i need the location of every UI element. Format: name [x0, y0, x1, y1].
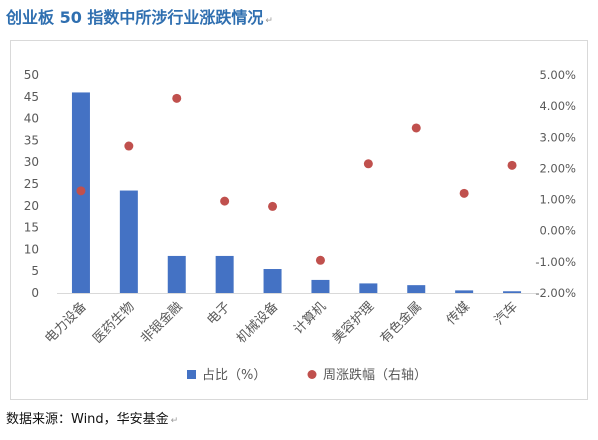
- category-label: 非银金融: [137, 299, 185, 347]
- right-tick-label: 2.00%: [539, 161, 576, 175]
- chart-title: 创业板 50 指数中所涉行业涨跌情况 ↵: [6, 4, 273, 28]
- right-tick-label: -1.00%: [535, 255, 576, 269]
- right-tick-label: 5.00%: [539, 68, 576, 82]
- point-有色金属: [411, 123, 421, 133]
- category-label: 计算机: [291, 299, 329, 337]
- point-美容护理: [363, 159, 373, 169]
- bar-计算机: [311, 279, 330, 293]
- left-tick-label: 0: [31, 286, 39, 300]
- left-tick-label: 40: [24, 112, 39, 126]
- paragraph-mark-icon: ↵: [265, 16, 273, 26]
- bar-电子: [215, 255, 234, 293]
- right-tick-label: -2.00%: [535, 286, 576, 300]
- left-tick-label: 30: [24, 155, 39, 169]
- bar-机械设备: [263, 269, 282, 293]
- left-tick-label: 10: [24, 242, 39, 256]
- left-tick-label: 35: [24, 133, 39, 147]
- bar-汽车: [503, 291, 522, 293]
- right-tick-label: 0.00%: [539, 224, 576, 238]
- point-计算机: [315, 255, 325, 265]
- right-tick-label: 4.00%: [539, 99, 576, 113]
- chart-frame: 0 5 10 15 20 25 30 35 40 45 50 -2.00% -1.00% 0.00% 1.0…: [10, 40, 588, 400]
- chart-title-text: 创业板 50 指数中所涉行业涨跌情况: [6, 8, 264, 27]
- right-tick-label: 1.00%: [539, 193, 576, 207]
- combo-chart: 0 5 10 15 20 25 30 35 40 45 50 -2.00% -1.00% 0.00% 1.0…: [24, 68, 576, 383]
- left-tick-label: 45: [24, 90, 39, 104]
- point-电子: [220, 196, 230, 206]
- point-医药生物: [124, 141, 134, 151]
- category-label: 有色金属: [377, 299, 425, 347]
- point-非银金融: [172, 93, 182, 103]
- legend-dot-swatch: [307, 370, 317, 379]
- paragraph-mark-icon: ↵: [170, 416, 179, 426]
- category-label: 机械设备: [233, 299, 281, 347]
- category-label: 汽车: [491, 299, 521, 329]
- point-汽车: [507, 160, 517, 170]
- legend-dot-label: 周涨跌幅（右轴）: [323, 367, 427, 383]
- point-电力设备: [76, 186, 86, 196]
- category-label: 电力设备: [42, 299, 90, 347]
- bar-有色金属: [407, 285, 426, 293]
- point-机械设备: [268, 201, 278, 211]
- bar-非银金融: [167, 255, 186, 293]
- left-tick-label: 15: [24, 221, 39, 235]
- left-tick-label: 20: [24, 199, 39, 213]
- category-label: 电子: [204, 299, 233, 328]
- legend-bar-swatch: [187, 370, 196, 379]
- source-note: 数据来源：Wind，华安基金 ↵: [6, 408, 178, 427]
- left-tick-label: 5: [31, 264, 39, 278]
- right-tick-label: 3.00%: [539, 130, 576, 144]
- source-text: 数据来源：Wind，华安基金: [6, 412, 169, 427]
- left-tick-label: 25: [24, 177, 39, 191]
- bar-医药生物: [119, 190, 138, 293]
- category-label: 医药生物: [90, 299, 137, 346]
- bar-美容护理: [359, 283, 378, 293]
- point-传媒: [459, 188, 469, 198]
- category-label: 传媒: [444, 299, 473, 328]
- bar-传媒: [455, 290, 474, 293]
- legend-bar-label: 占比（%）: [202, 368, 266, 383]
- left-tick-label: 50: [24, 68, 39, 82]
- category-label: 美容护理: [329, 299, 377, 347]
